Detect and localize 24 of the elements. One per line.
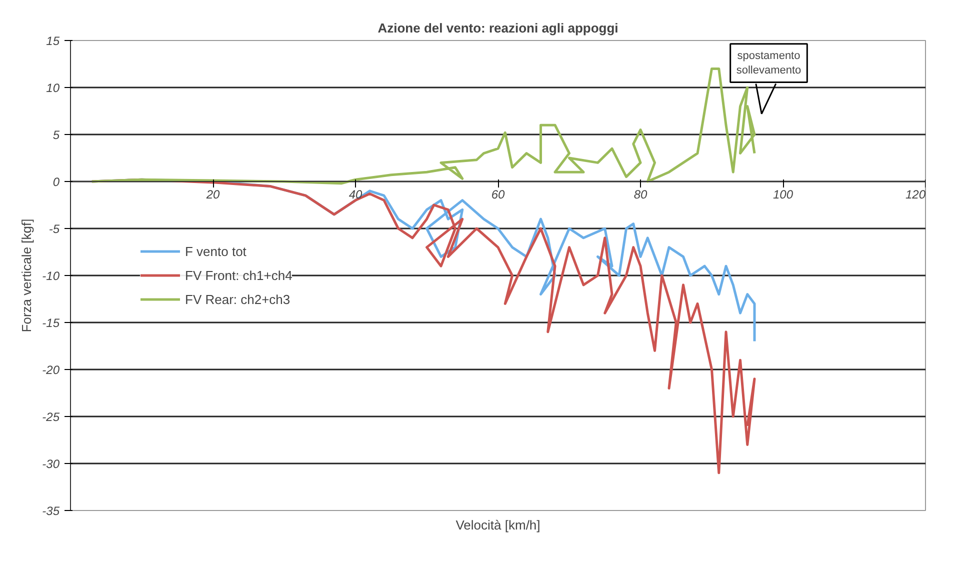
legend-label: FV Front: ch1+ch4 [185,268,292,282]
y-tick-label: 0 [52,175,60,189]
y-tick-label: -15 [42,316,60,330]
x-tick-label: 40 [348,188,362,202]
legend-label: F vento tot [185,244,246,258]
x-tick-label: 20 [205,188,220,202]
y-tick-label: 15 [46,34,60,48]
y-tick-label: -5 [48,222,60,236]
x-tick-label: 120 [905,188,926,202]
y-tick-label: 5 [52,128,60,142]
y-tick-label: -35 [42,504,60,518]
chart-title: Azione del vento: reazioni agli appoggi [378,20,618,36]
legend-label: FV Rear: ch2+ch3 [185,292,290,306]
annotation: spostamento sollevamento [736,50,802,76]
x-tick-label: 100 [772,188,794,202]
x-tick-label: 60 [491,188,505,202]
y-tick-label: -20 [42,363,60,377]
x-tick-label: 80 [634,188,648,202]
y-tick-label: -25 [42,410,60,424]
y-axis-title: Forza verticale [kgf] [19,218,34,332]
y-tick-label: -10 [42,269,60,283]
y-tick-label: 10 [46,81,60,95]
x-axis-title: Velocità [km/h] [456,518,540,532]
y-tick-label: -30 [42,457,60,471]
